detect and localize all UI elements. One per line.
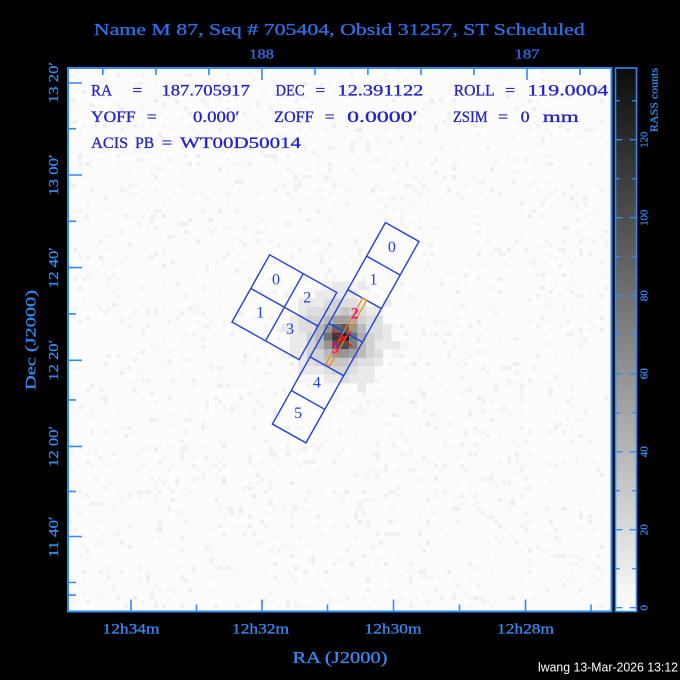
svg-text:mm: mm: [543, 109, 580, 126]
svg-text:0.000′: 0.000′: [193, 109, 240, 126]
svg-text:0.0000′: 0.0000′: [347, 109, 418, 126]
svg-text:12 40′: 12 40′: [46, 247, 61, 288]
svg-text:ACIS: ACIS: [91, 135, 128, 152]
svg-text:12 20′: 12 20′: [46, 340, 61, 381]
svg-text:5: 5: [294, 405, 302, 422]
svg-text:RASS counts: RASS counts: [650, 68, 661, 132]
svg-text:12h32m: 12h32m: [232, 622, 289, 638]
svg-text:100: 100: [640, 210, 651, 226]
svg-text:=: =: [147, 109, 157, 126]
svg-text:=: =: [498, 109, 508, 126]
svg-text:=: =: [325, 109, 335, 126]
svg-text:PB: PB: [135, 135, 154, 152]
svg-text:Dec (J2000): Dec (J2000): [24, 290, 40, 390]
svg-text:2: 2: [351, 306, 359, 323]
svg-text:1: 1: [370, 271, 378, 288]
svg-text:12 00′: 12 00′: [46, 426, 61, 467]
svg-text:0: 0: [272, 271, 280, 288]
svg-text:187.705917: 187.705917: [161, 83, 250, 100]
svg-text:DEC: DEC: [276, 83, 305, 100]
svg-text:11 40′: 11 40′: [46, 516, 61, 557]
svg-text:Name M 87, Seq # 705404, Obsid: Name M 87, Seq # 705404, Obsid 31257, ST…: [94, 20, 586, 39]
svg-text:0: 0: [640, 605, 651, 611]
svg-text:119.0004: 119.0004: [527, 83, 608, 100]
svg-text:RA (J2000): RA (J2000): [293, 648, 388, 667]
svg-text:ZOFF: ZOFF: [274, 109, 314, 126]
svg-text:ZSIM: ZSIM: [453, 109, 488, 126]
svg-text:13 20′: 13 20′: [46, 62, 61, 103]
svg-text:1: 1: [256, 304, 264, 321]
svg-text:=: =: [315, 83, 325, 100]
svg-text:60: 60: [640, 368, 651, 379]
svg-text:2: 2: [303, 290, 311, 307]
svg-text:3: 3: [286, 321, 294, 338]
svg-text:3: 3: [331, 340, 339, 357]
svg-text:12h28m: 12h28m: [497, 622, 554, 638]
svg-text:12h30m: 12h30m: [365, 622, 422, 638]
svg-text:WT00D50014: WT00D50014: [180, 135, 301, 152]
svg-text:13 00′: 13 00′: [46, 154, 61, 195]
svg-text:40: 40: [640, 446, 651, 457]
svg-text:YOFF: YOFF: [91, 109, 136, 126]
svg-text:ROLL: ROLL: [454, 83, 495, 100]
svg-text:0: 0: [388, 239, 396, 256]
svg-text:80: 80: [640, 290, 651, 301]
svg-text:12.391122: 12.391122: [337, 83, 423, 100]
svg-text:120: 120: [640, 132, 651, 148]
svg-text:0: 0: [521, 109, 530, 126]
svg-text:=: =: [162, 135, 172, 152]
svg-text:lwang 13-Mar-2026 13:12: lwang 13-Mar-2026 13:12: [538, 660, 678, 675]
svg-text:=: =: [132, 83, 142, 100]
svg-text:20: 20: [640, 524, 651, 535]
svg-text:188: 188: [249, 48, 274, 63]
svg-text:4: 4: [313, 374, 321, 391]
svg-text:=: =: [505, 83, 515, 100]
svg-text:12h34m: 12h34m: [103, 622, 160, 638]
svg-text:RA: RA: [91, 83, 112, 100]
svg-text:187: 187: [515, 48, 540, 63]
